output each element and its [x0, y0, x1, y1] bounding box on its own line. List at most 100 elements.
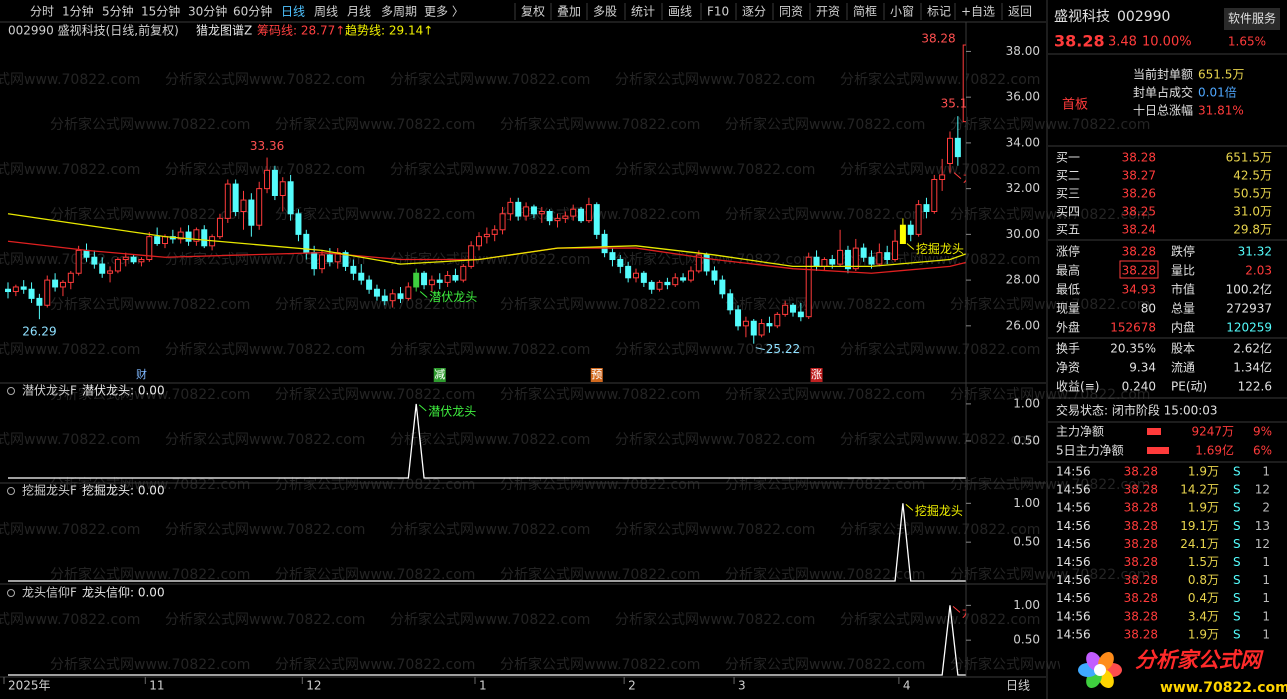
- date-label: 2025年: [8, 679, 51, 693]
- watermark: 分析家公式网www.70822.com: [615, 161, 815, 178]
- candle-body: [287, 181, 294, 215]
- stock-name: 盛视科技: [1054, 9, 1110, 25]
- candle-body: [805, 256, 812, 318]
- period-button[interactable]: 多周期: [381, 5, 417, 19]
- tick-count: 1: [1262, 591, 1270, 605]
- panel-icon: [7, 387, 15, 395]
- candle-body: [735, 309, 742, 327]
- tick-volume: 19.1万: [1180, 519, 1219, 533]
- watermark: 分析家公式网www.70822.com: [840, 431, 1040, 448]
- watermark: 分析家公式网www.70822.com: [725, 566, 925, 583]
- stat-value: 2.62亿: [1233, 341, 1272, 356]
- period-button[interactable]: 周线: [314, 5, 338, 19]
- candle-body: [381, 295, 388, 302]
- watermark: 分析家公式网www.70822.com: [50, 476, 250, 493]
- tool-button[interactable]: +自选: [961, 5, 995, 19]
- tool-button[interactable]: 复权: [521, 5, 545, 19]
- bid-volume: 651.5万: [1226, 151, 1272, 165]
- candle-body: [146, 236, 153, 261]
- tool-button[interactable]: 同资: [779, 5, 803, 19]
- tool-button[interactable]: 开资: [816, 5, 840, 19]
- candle-body: [201, 229, 208, 247]
- watermark: 分析家公式网www.70822.com: [725, 116, 925, 133]
- tool-button[interactable]: 简框: [853, 5, 877, 19]
- watermark: 分析家公式网www.70822.com: [500, 296, 700, 313]
- candle-body: [122, 256, 129, 261]
- period-button[interactable]: 更多 〉: [424, 5, 464, 19]
- tick-side: S: [1233, 519, 1241, 533]
- candle-body: [28, 288, 35, 299]
- period-button[interactable]: 分时: [30, 5, 54, 19]
- tick-price: 38.28: [1124, 555, 1158, 569]
- period-button[interactable]: 日线: [281, 5, 305, 19]
- period-button[interactable]: 30分钟: [188, 4, 227, 19]
- signal-label: 龙头信仰: [962, 605, 1010, 620]
- candle-body: [931, 178, 938, 212]
- sector-name: 软件服务: [1228, 11, 1276, 26]
- tool-button[interactable]: 画线: [668, 5, 692, 19]
- tick-count: 1: [1262, 609, 1270, 623]
- tool-button[interactable]: 小窗: [890, 5, 914, 19]
- candle-body: [640, 272, 647, 283]
- candle-body: [899, 224, 906, 245]
- candle-body: [177, 231, 184, 240]
- tick-time: 14:56: [1056, 537, 1091, 551]
- candle-body: [546, 211, 553, 222]
- price-change: 3.48: [1108, 35, 1137, 50]
- flow-bar: [1147, 428, 1161, 435]
- period-button[interactable]: 月线: [347, 5, 371, 19]
- tool-button[interactable]: 多股: [593, 5, 617, 19]
- tool-button[interactable]: 逐分: [742, 5, 766, 19]
- event-label: 涨: [811, 368, 822, 381]
- tick-price: 38.28: [1124, 501, 1158, 515]
- event-marker: [810, 368, 823, 382]
- tool-button[interactable]: 返回: [1008, 5, 1032, 19]
- candle-body: [625, 265, 632, 279]
- signal-line: [8, 403, 966, 479]
- watermark: 分析家公式网www.70822.com: [275, 476, 475, 493]
- candle-body: [664, 281, 671, 286]
- period-button[interactable]: 5分钟: [102, 4, 134, 19]
- tick-side: S: [1233, 483, 1241, 497]
- stat-value: 272937: [1226, 302, 1272, 316]
- stat-value: 80: [1141, 302, 1156, 316]
- period-button[interactable]: 1分钟: [62, 4, 94, 19]
- candle-body: [797, 311, 804, 318]
- candle-body: [680, 277, 687, 281]
- bid-label: 买四: [1056, 205, 1080, 219]
- period-button[interactable]: 15分钟: [141, 4, 180, 19]
- candle-body: [452, 275, 459, 281]
- tick-count: 1: [1262, 627, 1270, 641]
- candle-body: [852, 247, 859, 270]
- watermark: 分析家公式网www.70822.com: [50, 116, 250, 133]
- tool-button[interactable]: 统计: [631, 5, 655, 19]
- tick-time: 14:56: [1056, 555, 1091, 569]
- candle-body: [413, 272, 420, 288]
- signal-label: 挖掘龙头: [915, 503, 963, 518]
- stat-label: 量比: [1171, 264, 1195, 278]
- sector-box: [1224, 8, 1280, 30]
- panel-icon: [7, 487, 15, 495]
- tool-button[interactable]: 叠加: [557, 5, 581, 19]
- watermark: 分析家公式网www.70822.com: [275, 116, 475, 133]
- tool-button[interactable]: F10: [707, 5, 729, 19]
- candle-body: [585, 204, 592, 222]
- y-tick-label: 0.50: [1013, 535, 1040, 549]
- watermark: 分析家公式网www.70822.com: [950, 566, 1150, 583]
- watermark: 分析家公式网www.70822.com: [390, 161, 590, 178]
- candle-body: [67, 272, 74, 283]
- tick-side: S: [1233, 609, 1241, 623]
- tick-side: S: [1233, 537, 1241, 551]
- tick-price: 38.28: [1124, 573, 1158, 587]
- tick-side: S: [1233, 501, 1241, 515]
- tool-button[interactable]: 标记: [927, 5, 951, 19]
- tick-count: 12: [1255, 483, 1270, 497]
- tick-volume: 14.2万: [1180, 483, 1219, 497]
- watermark: 分析家公式网www.70822.com: [725, 386, 925, 403]
- candle-body: [107, 270, 114, 274]
- watermark: 分析家公式网www.70822.com: [840, 611, 1040, 628]
- tick-volume: 1.5万: [1188, 555, 1219, 569]
- panel-title: 挖掘龙头F: [22, 483, 77, 498]
- period-button[interactable]: 60分钟: [233, 4, 272, 19]
- watermark: 分析家公式网www.70822.com: [725, 206, 925, 223]
